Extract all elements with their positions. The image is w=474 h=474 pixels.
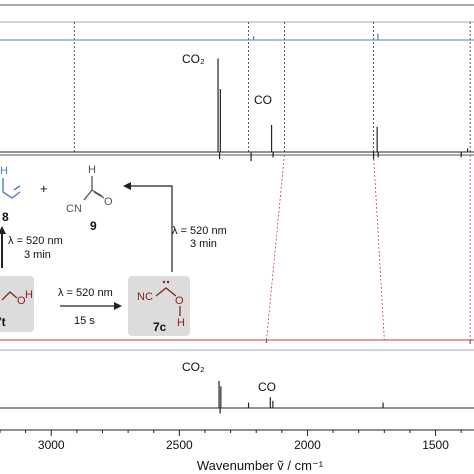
- arrow-label-time-left: 3 min: [24, 249, 51, 261]
- guide-line-slanted: [266, 154, 285, 341]
- guide-line-slanted: [373, 154, 385, 341]
- arrow-label-lambda-right: λ = 520 nm: [172, 225, 227, 237]
- x-tick-label: 1500: [422, 438, 449, 452]
- panel-frame-bottom: [0, 339, 474, 431]
- atom-h-9: H: [88, 164, 96, 176]
- compound-label-8: 8: [2, 210, 9, 224]
- bond-8: [2, 178, 21, 199]
- bond-7c: [155, 287, 177, 297]
- panel-frame-top: [0, 4, 474, 156]
- arrow-label-time-mid: 15 s: [74, 315, 95, 327]
- series-3-0: [0, 381, 474, 414]
- peak-label-co2-top: CO₂: [182, 52, 205, 66]
- carbene-dot-1: [162, 280, 166, 284]
- peak-label-co-bottom: CO: [258, 380, 276, 394]
- compound-9: H CN O 9: [66, 164, 113, 233]
- arrow-label-lambda-left: λ = 520 nm: [8, 235, 63, 247]
- compound-box-7t: [0, 276, 34, 332]
- bond-9: [83, 176, 105, 201]
- arrow-label-lambda-mid: λ = 520 nm: [58, 287, 113, 299]
- peak-label-co-top: CO: [254, 93, 272, 107]
- atom-h-7t: H: [25, 289, 33, 301]
- compound-label-7t: 7t: [0, 315, 6, 329]
- atom-o-7c: O: [175, 295, 184, 307]
- arrow-7c-to-9: [123, 182, 173, 272]
- compound-7t: O H 7t: [0, 276, 34, 332]
- compound-box-7c: [128, 276, 190, 336]
- correlation-guides: [73, 22, 471, 341]
- peak-label-co2-bottom: CO₂: [182, 360, 205, 374]
- x-axis: 3000 2500 2000 1500: [0, 429, 474, 452]
- plus-sign: +: [40, 181, 48, 196]
- carbene-dot-2: [166, 280, 170, 284]
- x-axis-label: Wavenumber ṽ / cm⁻¹: [197, 458, 324, 473]
- compound-7c: NC O H 7c: [128, 276, 190, 336]
- compound-label-7c: 7c: [153, 320, 167, 334]
- atom-h-8: H: [0, 165, 8, 177]
- reaction-scheme: H 8 + H CN O 9 λ = 520 nm 3 min λ = 520 …: [0, 164, 227, 336]
- atom-o-9: O: [104, 196, 113, 208]
- atom-cn-9: CN: [66, 203, 82, 215]
- atom-h-7c: H: [177, 317, 185, 329]
- spectra: [0, 33, 474, 414]
- atom-o-7t: O: [17, 295, 26, 307]
- x-tick-label: 3000: [38, 438, 65, 452]
- compound-label-9: 9: [90, 219, 97, 233]
- compound-8: H 8: [0, 165, 21, 224]
- x-tick-label: 2500: [166, 438, 193, 452]
- series-1-0: [0, 58, 474, 161]
- atom-nc-7c: NC: [137, 291, 153, 303]
- series-0-0: [0, 33, 474, 41]
- x-tick-label: 2000: [294, 438, 321, 452]
- series-2-0: [0, 339, 474, 344]
- arrow-label-time-right: 3 min: [190, 238, 217, 250]
- panel-frames: [0, 4, 474, 431]
- bond-7t: [1, 291, 18, 301]
- peak-annotations: CO₂ CO CO₂ CO: [182, 52, 276, 394]
